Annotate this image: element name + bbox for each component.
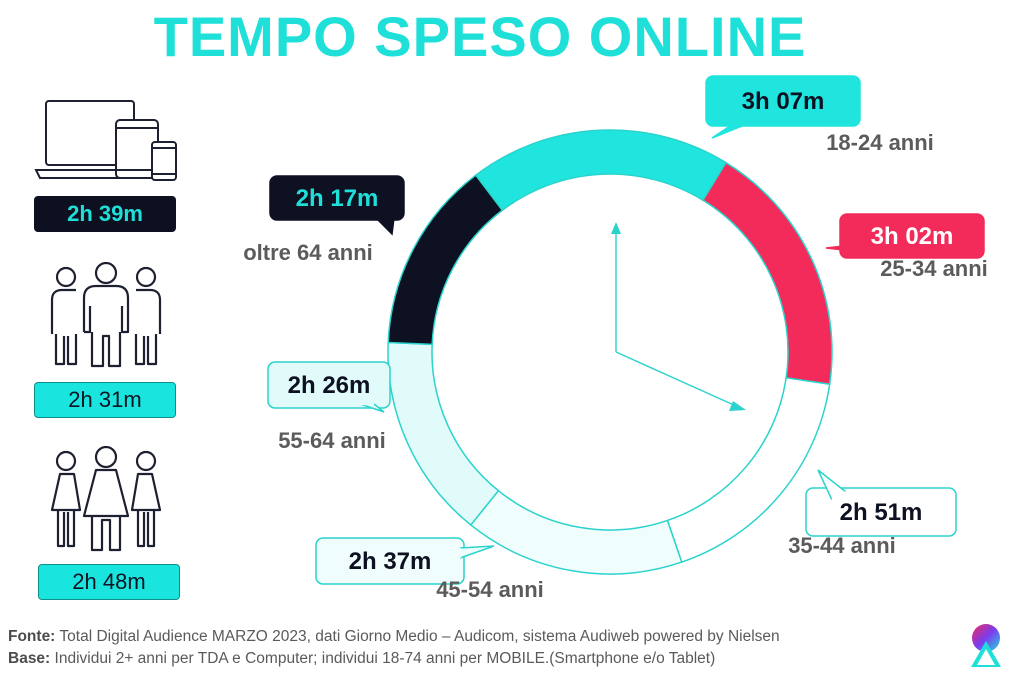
slice-category-label: oltre 64 anni [243, 240, 373, 265]
slice-value-label: 2h 26m [288, 372, 371, 399]
slice-category-label: 45-54 anni [436, 577, 544, 602]
value-callout: 3h 02m [825, 213, 985, 259]
slice-value-label: 2h 51m [840, 499, 923, 526]
slice-value-label: 3h 02m [871, 223, 954, 250]
source-label: Fonte: [8, 628, 56, 645]
women-group-icon [50, 446, 162, 552]
slice-value-label: 2h 37m [349, 548, 432, 575]
slice-category-label: 35-44 anni [788, 533, 896, 558]
devices-time-badge: 2h 39m [34, 196, 176, 232]
base-text: Individui 2+ anni per TDA e Computer; in… [54, 650, 716, 667]
value-callout: 2h 26m [267, 361, 391, 413]
donut-slice [469, 489, 683, 575]
value-callout: 3h 07m [705, 75, 861, 139]
clock-hands [611, 222, 746, 411]
footer-source: Fonte: Total Digital Audience MARZO 2023… [8, 628, 780, 646]
men-time-badge: 2h 31m [34, 382, 176, 418]
slice-category-label: 25-34 anni [880, 256, 988, 281]
donut-slice [474, 129, 727, 212]
devices-icon [34, 100, 177, 181]
donut-slice [701, 161, 833, 386]
slice-value-label: 2h 17m [296, 185, 379, 212]
brand-logo-icon [971, 624, 1001, 667]
value-callout: 2h 17m [269, 175, 405, 236]
slice-category-label: 18-24 anni [826, 130, 934, 155]
men-group-icon [50, 262, 162, 368]
footer-base: Base: Individui 2+ anni per TDA e Comput… [8, 650, 715, 668]
value-callout: 2h 51m [805, 469, 957, 537]
donut-slice [387, 341, 500, 526]
slice-category-label: 55-64 anni [278, 428, 386, 453]
value-callout: 2h 37m [315, 537, 495, 585]
donut-slice [387, 174, 504, 346]
base-label: Base: [8, 650, 51, 667]
slice-value-label: 3h 07m [742, 88, 825, 115]
source-text: Total Digital Audience MARZO 2023, dati … [59, 628, 780, 645]
women-time-badge: 2h 48m [38, 564, 180, 600]
page-title: TEMPO SPESO ONLINE [153, 5, 807, 68]
